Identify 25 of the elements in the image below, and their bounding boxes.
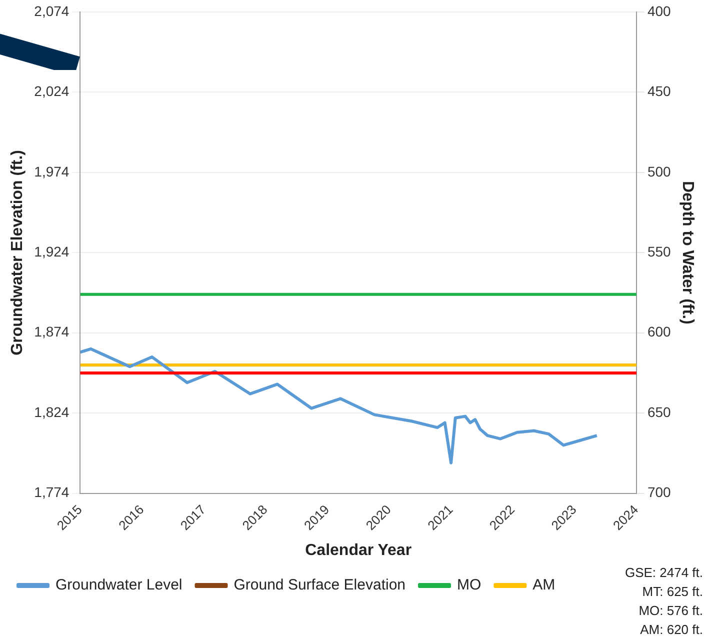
y-tick-label: 1,924 — [34, 244, 70, 260]
y2-tick-label: 450 — [647, 83, 672, 100]
y-tick-label: 2,074 — [34, 2, 70, 19]
text: AM: 620 ft. — [639, 621, 703, 639]
legend-label: Groundwater Level — [56, 576, 182, 594]
text: GSE: 2474 ft. — [624, 564, 703, 582]
y2-tick-label: 700 — [647, 484, 672, 500]
legend-label: Ground Surface Elevation — [234, 576, 406, 594]
y-tick-label: 1,824 — [34, 404, 70, 420]
y2-tick-label: 550 — [647, 244, 672, 260]
y-tick-label: 1,974 — [34, 163, 70, 180]
legend-label: MO — [457, 576, 482, 594]
y-tick-label: 1,874 — [34, 324, 70, 340]
x-axis-title: Calendar Year — [305, 542, 412, 559]
y-tick-label: 1,774 — [34, 484, 70, 500]
y2-axis-title: Depth to Water (ft.) — [678, 180, 696, 324]
text: MO: 576 ft. — [638, 602, 703, 620]
y2-tick-label: 500 — [647, 163, 672, 180]
text: MT: 625 ft. — [641, 583, 703, 601]
y-tick-label: 2,024 — [34, 83, 70, 100]
y2-tick-label: 400 — [647, 2, 672, 19]
legend-label: AM — [532, 576, 556, 594]
y-axis-title: Groundwater Elevation (ft.) — [9, 150, 26, 356]
y2-tick-label: 600 — [647, 324, 672, 340]
y2-tick-label: 650 — [647, 404, 672, 420]
